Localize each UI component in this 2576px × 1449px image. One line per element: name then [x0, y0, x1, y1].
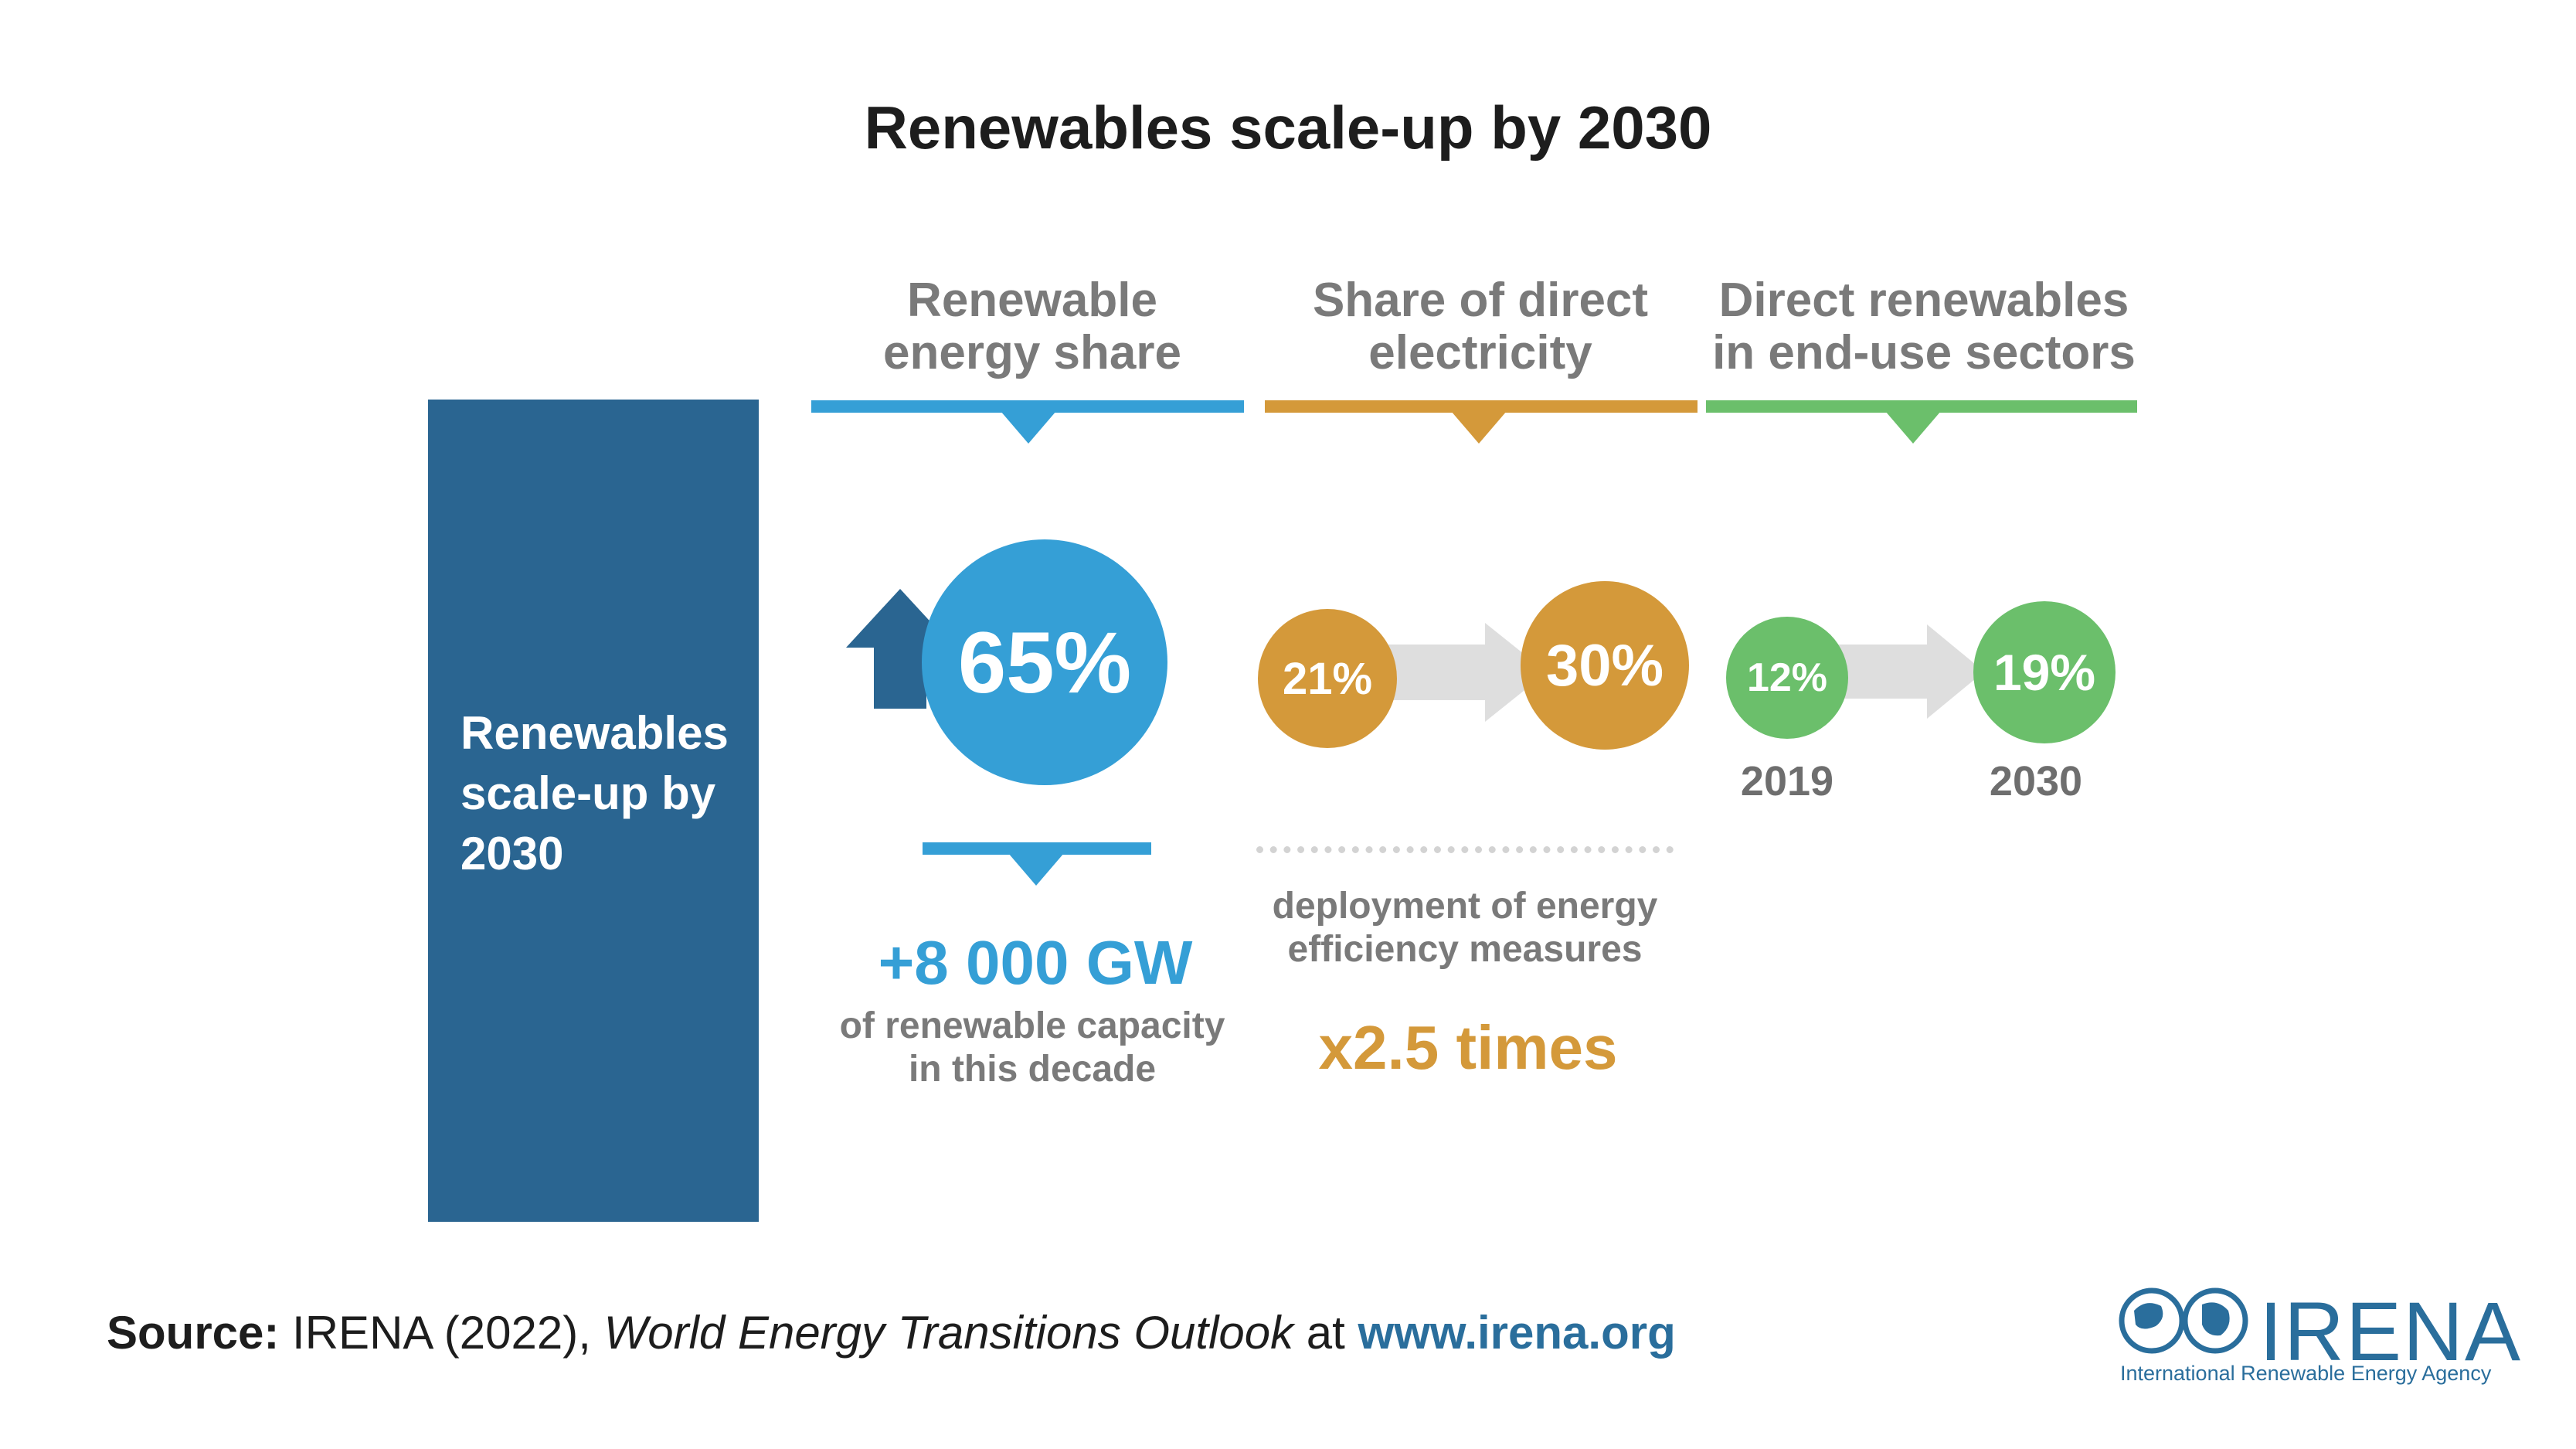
capacity-note: of renewable capacity in this decade [839, 1005, 1225, 1090]
direct-renewables-to-value: 19% [1993, 644, 2096, 701]
direct-renewables-pointer [1885, 411, 1941, 444]
direct-electricity-pointer [1451, 411, 1507, 444]
capacity-pointer [1008, 853, 1064, 886]
renewable-share-divider [811, 400, 1244, 413]
efficiency-note: deployment of energy efficiency measures [1272, 886, 1658, 970]
renewable-share-heading: Renewable energy share [883, 274, 1181, 379]
direct-electricity-from-circle: 21% [1258, 609, 1397, 748]
direct-renewables-arrow-icon [1830, 624, 1984, 719]
up-arrow-icon [846, 589, 954, 709]
source-publication: World Energy Transitions Outlook [603, 1307, 1294, 1359]
renewable-share-circle: 65% [922, 539, 1167, 785]
left-panel [428, 400, 759, 1222]
direct-electricity-from-value: 21% [1282, 653, 1373, 704]
year-from: 2019 [1740, 758, 1834, 804]
irena-globe-logo-icon [2119, 1287, 2248, 1354]
irena-wordmark: IRENA [2259, 1284, 2523, 1378]
direct-renewables-from-circle: 12% [1726, 617, 1848, 739]
left-panel-text: Renewables scale-up by 2030 [460, 707, 729, 879]
efficiency-multiplier: x2.5 times [1318, 1013, 1618, 1082]
year-to: 2030 [1989, 758, 2083, 804]
direct-electricity-to-circle: 30% [1521, 581, 1689, 750]
capacity-value: +8 000 GW [878, 928, 1193, 997]
direct-renewables-heading: Direct renewables in end-use sectors [1712, 274, 2136, 379]
capacity-divider [923, 842, 1151, 855]
irena-tagline: International Renewable Energy Agency [2120, 1362, 2492, 1385]
direct-renewables-from-value: 12% [1746, 655, 1828, 700]
direct-electricity-arrow-icon [1383, 623, 1547, 722]
source-at: at [1293, 1307, 1358, 1359]
direct-electricity-heading: Share of direct electricity [1312, 274, 1649, 379]
source-line: Source: IRENA (2022), World Energy Trans… [107, 1306, 1676, 1359]
source-org: IRENA (2022), [279, 1307, 604, 1359]
direct-renewables-divider [1706, 400, 2137, 413]
source-url-link[interactable]: www.irena.org [1358, 1307, 1676, 1359]
direct-renewables-to-circle: 19% [1973, 601, 2116, 743]
page-title: Renewables scale-up by 2030 [864, 94, 1712, 162]
direct-electricity-divider [1265, 400, 1698, 413]
direct-electricity-to-value: 30% [1545, 632, 1664, 699]
renewable-share-value: 65% [957, 614, 1132, 711]
source-label: Source: [107, 1307, 280, 1359]
dotted-divider [1256, 846, 1674, 853]
renewable-share-pointer [1001, 411, 1056, 444]
